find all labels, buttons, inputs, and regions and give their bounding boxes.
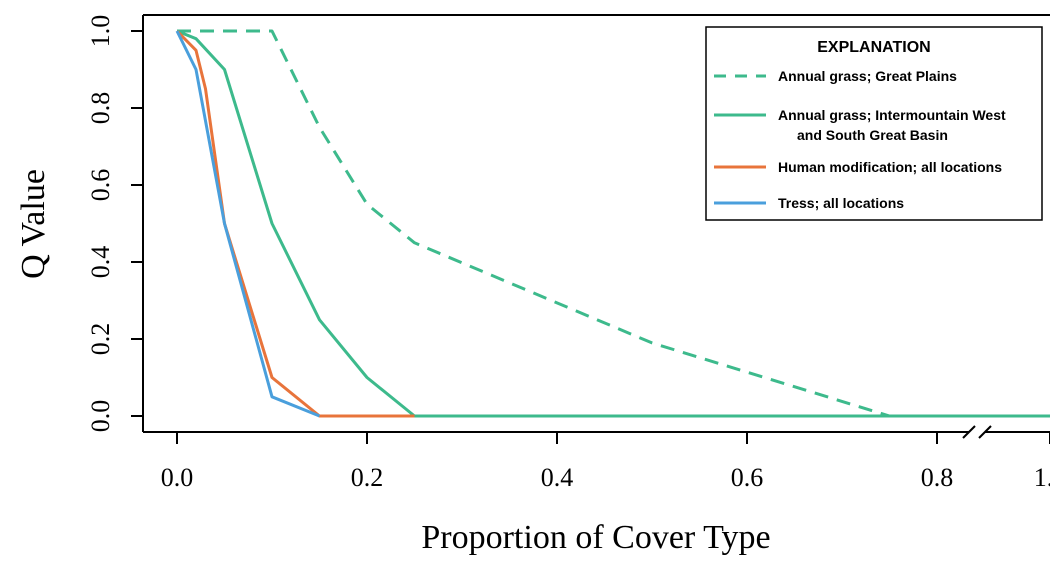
axes: 0.0 0.2 0.4 0.6 0.8 1.0 0.0 0.2 0.4 0.6 0.8 1.0: [86, 14, 1050, 492]
x-tick-label: 0.2: [351, 463, 384, 492]
legend-box: [705, 26, 1043, 221]
series-line-3: [175, 29, 415, 418]
y-axis-title: Q Value: [15, 169, 52, 279]
legend: EXPLANATION Annual grass; Great Plains Ann…: [705, 26, 1043, 221]
y-tick-label: 0.4: [86, 246, 115, 279]
y-tick-label: 1.0: [86, 15, 115, 48]
x-tick-label: 0.8: [921, 463, 954, 492]
y-tick-label: 0.6: [86, 169, 115, 202]
legend-label-1: Annual grass; Great Plains: [778, 68, 957, 84]
axis-break-mark: [978, 425, 992, 439]
legend-label-2: and South Great Basin: [797, 127, 948, 143]
legend-label-3: Human modification; all locations: [778, 159, 1002, 175]
series-line-4: [175, 30, 321, 418]
legend-label-2: Annual grass; Intermountain West: [778, 107, 1006, 123]
series-line-1: [177, 29, 1050, 418]
x-tick-label: 0.6: [731, 463, 764, 492]
legend-label-4: Tress; all locations: [778, 195, 904, 211]
x-tick-label: 0.0: [161, 463, 194, 492]
legend-title: EXPLANATION: [817, 39, 930, 56]
axis-break-mark: [962, 425, 976, 439]
plot-lines: [175, 29, 1050, 418]
y-tick-label: 0.0: [86, 400, 115, 433]
x-tick-label: 0.4: [541, 463, 574, 492]
y-tick-label: 0.2: [86, 323, 115, 356]
y-tick-label: 0.8: [86, 92, 115, 125]
series-line-2: [176, 29, 1050, 418]
x-axis-title: Proportion of Cover Type: [421, 519, 770, 556]
x-tick-label: 1.0: [1034, 463, 1050, 492]
